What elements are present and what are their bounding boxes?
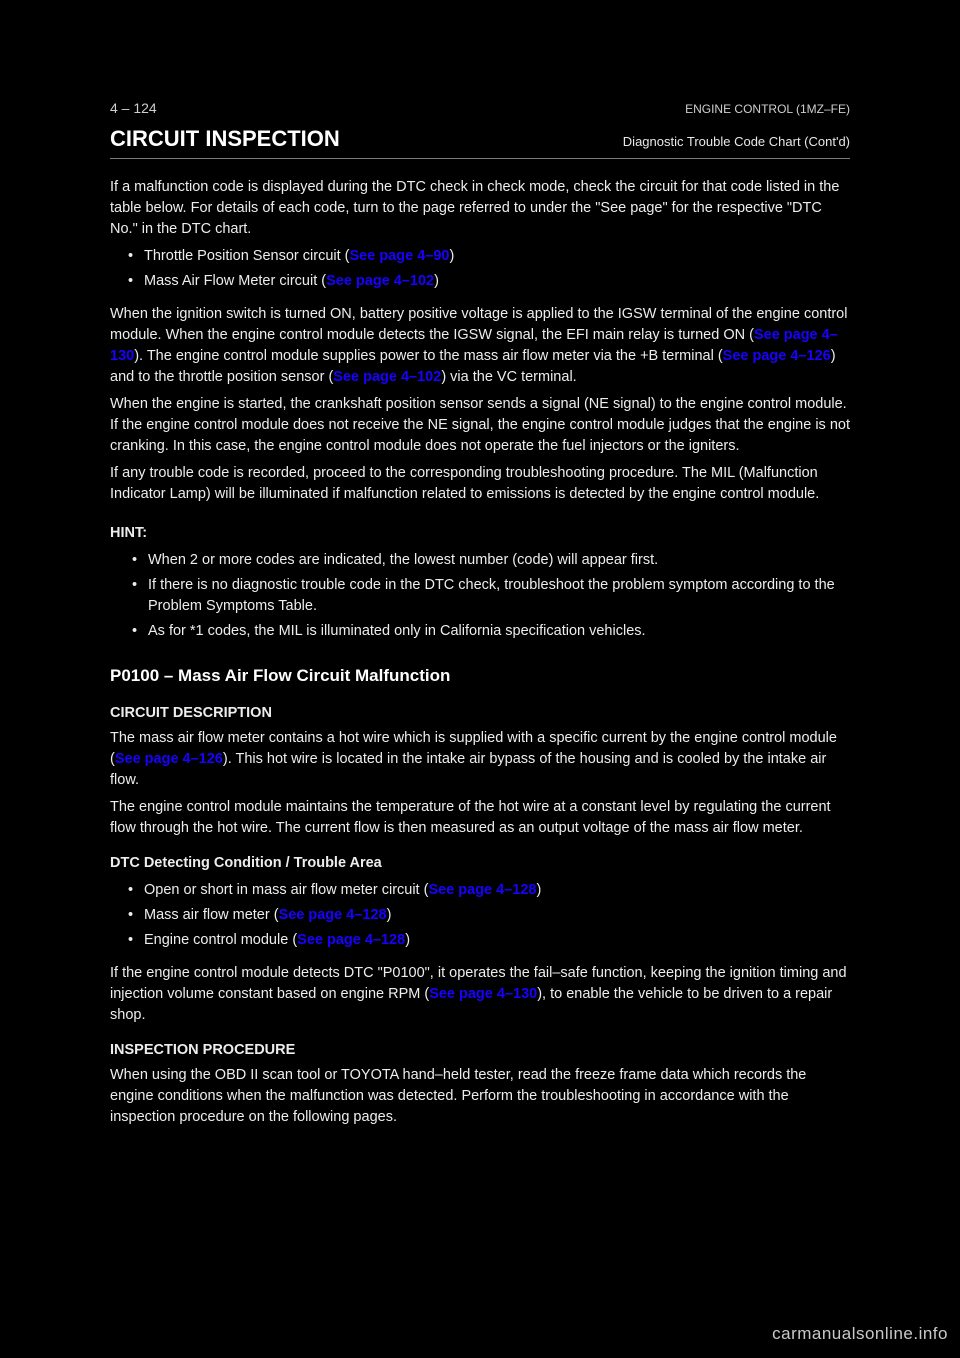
page-number: 4 – 124 <box>110 100 157 116</box>
hint-list: When 2 or more codes are indicated, the … <box>110 550 850 642</box>
page-subtitle: Diagnostic Trouble Code Chart (Cont'd) <box>623 134 850 149</box>
link-p90[interactable]: See page 4–90 <box>350 248 450 264</box>
manual-page: 4 – 124 ENGINE CONTROL (1MZ–FE) CIRCUIT … <box>0 0 960 1358</box>
list-item: If there is no diagnostic trouble code i… <box>132 575 850 617</box>
list-item: Mass Air Flow Meter circuit (See page 4–… <box>128 271 850 292</box>
title-row: CIRCUIT INSPECTION Diagnostic Trouble Co… <box>110 126 850 152</box>
watermark-text: carmanualsonline.info <box>772 1324 948 1344</box>
circuit-desc-p2: The engine control module maintains the … <box>110 797 850 839</box>
link-p128-a[interactable]: See page 4–128 <box>428 882 536 898</box>
intro-paragraph-3: When the engine is started, the cranksha… <box>110 394 850 457</box>
list-item: As for *1 codes, the MIL is illuminated … <box>132 621 850 642</box>
link-p102[interactable]: See page 4–102 <box>326 273 434 289</box>
link-p128-c[interactable]: See page 4–128 <box>297 932 405 948</box>
trouble-area-heading: DTC Detecting Condition / Trouble Area <box>110 853 850 874</box>
link-p128-b[interactable]: See page 4–128 <box>279 907 387 923</box>
dtc-heading: P0100 – Mass Air Flow Circuit Malfunctio… <box>110 664 850 689</box>
list-item: Open or short in mass air flow meter cir… <box>128 880 850 901</box>
circuit-desc-p1: The mass air flow meter contains a hot w… <box>110 728 850 791</box>
intro-paragraph: If a malfunction code is displayed durin… <box>110 177 850 240</box>
page-header: 4 – 124 ENGINE CONTROL (1MZ–FE) <box>110 100 850 116</box>
list-item: When 2 or more codes are indicated, the … <box>132 550 850 571</box>
inspection-heading: INSPECTION PROCEDURE <box>110 1040 850 1061</box>
body-content: If a malfunction code is displayed durin… <box>110 177 850 1128</box>
intro-paragraph-2: When the ignition switch is turned ON, b… <box>110 304 850 388</box>
hint-label: HINT: <box>110 523 850 544</box>
circuit-desc-heading: CIRCUIT DESCRIPTION <box>110 703 850 724</box>
link-p126[interactable]: See page 4–126 <box>723 348 831 364</box>
link-p126-b[interactable]: See page 4–126 <box>115 751 223 767</box>
list-item: Engine control module (See page 4–128) <box>128 930 850 951</box>
list-item: Mass air flow meter (See page 4–128) <box>128 905 850 926</box>
hint-block: HINT: When 2 or more codes are indicated… <box>110 523 850 642</box>
link-p102-b[interactable]: See page 4–102 <box>333 369 441 385</box>
trouble-area-list: Open or short in mass air flow meter cir… <box>110 880 850 951</box>
inspection-paragraph: When using the OBD II scan tool or TOYOT… <box>110 1065 850 1128</box>
title-divider <box>110 158 850 159</box>
failsafe-paragraph: If the engine control module detects DTC… <box>110 963 850 1026</box>
intro-list: Throttle Position Sensor circuit (See pa… <box>110 246 850 292</box>
list-item: Throttle Position Sensor circuit (See pa… <box>128 246 850 267</box>
page-title: CIRCUIT INSPECTION <box>110 126 340 152</box>
intro-paragraph-4: If any trouble code is recorded, proceed… <box>110 463 850 505</box>
section-label: ENGINE CONTROL (1MZ–FE) <box>685 102 850 116</box>
link-p130-b[interactable]: See page 4–130 <box>429 986 537 1002</box>
